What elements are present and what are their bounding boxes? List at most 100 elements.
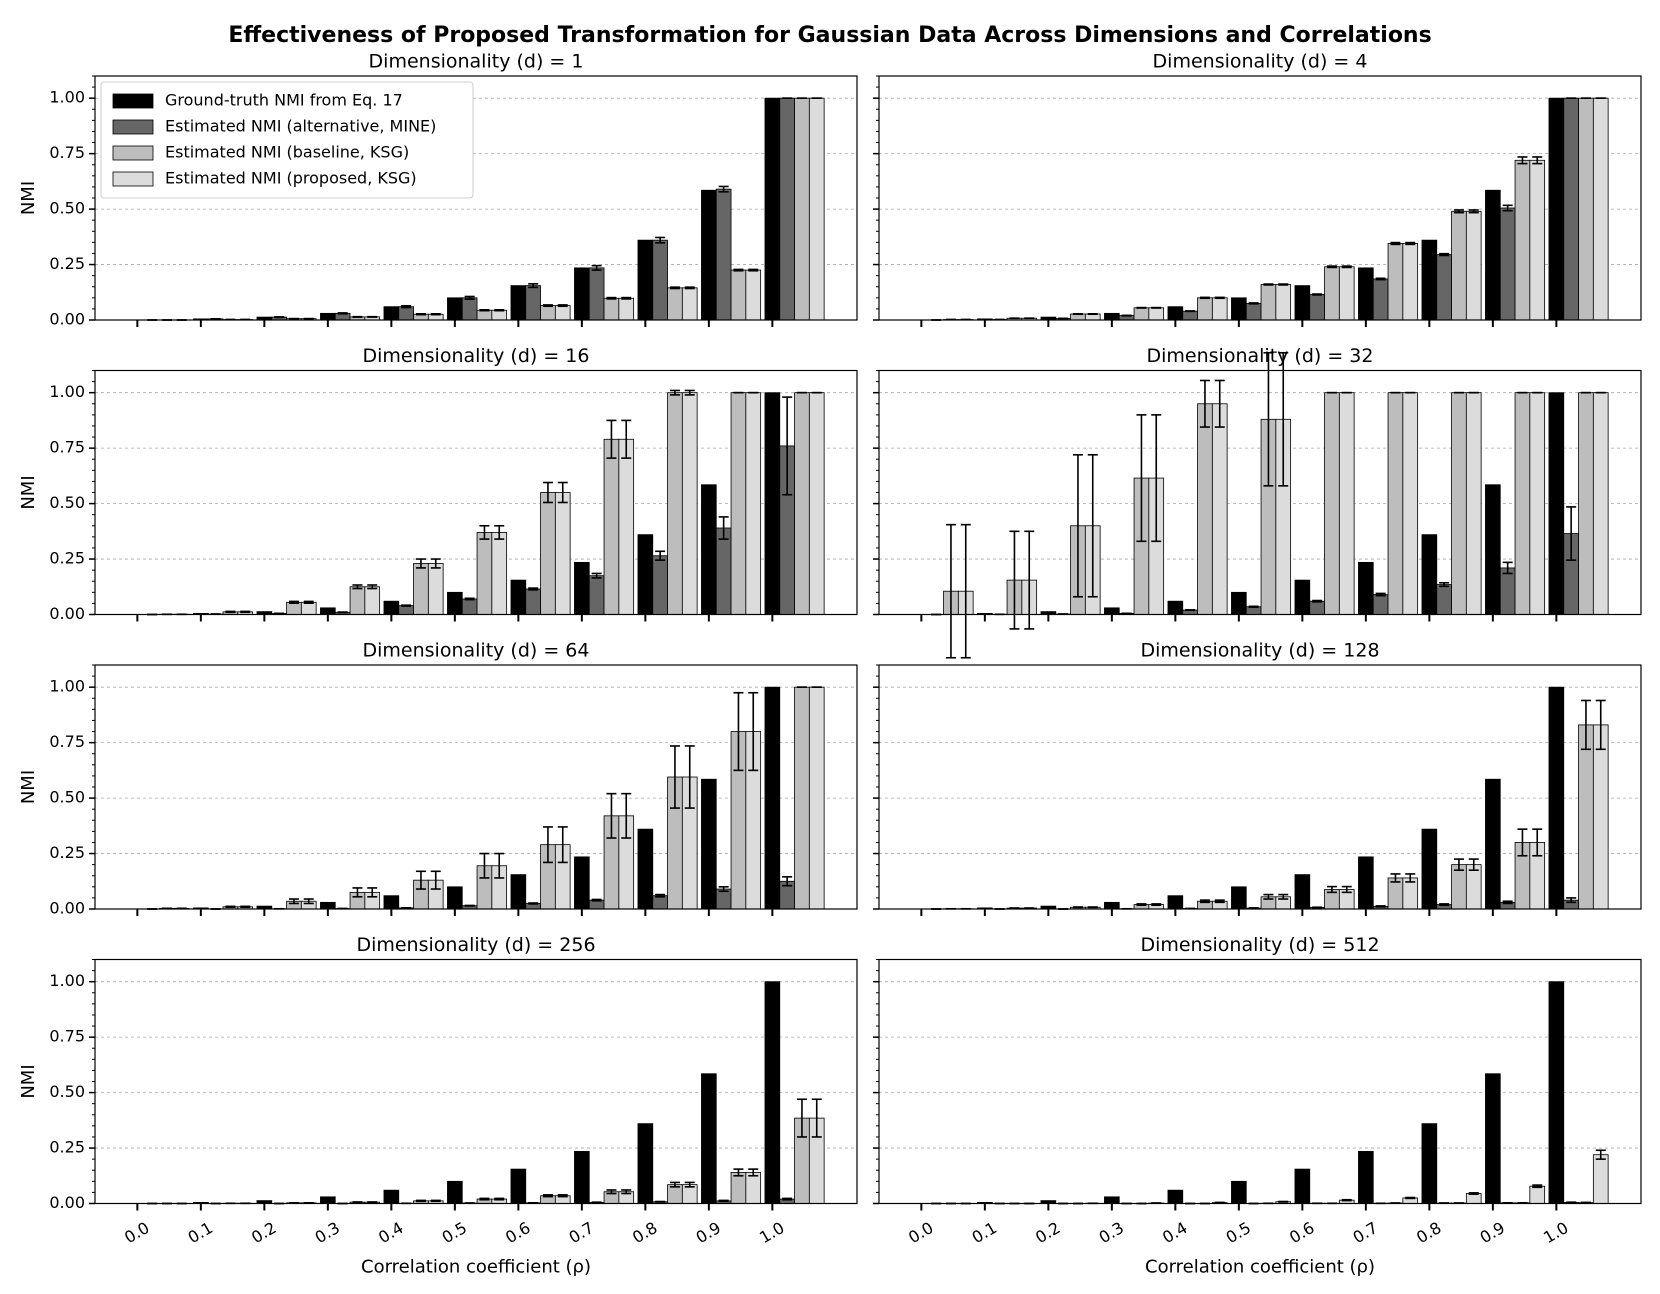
bar <box>808 686 825 910</box>
error-bar <box>542 481 553 504</box>
bar <box>637 1123 654 1204</box>
panel-title: Dimensionality (d) = 32 <box>1147 345 1374 367</box>
error-bar <box>684 389 695 396</box>
error-bar <box>1087 453 1098 598</box>
y-tick-label: 0.75 <box>49 143 85 162</box>
error-bar <box>1468 209 1479 214</box>
bar <box>1372 594 1389 615</box>
error-bar <box>684 1181 695 1188</box>
bar <box>1260 284 1277 321</box>
error-bar <box>1405 873 1416 883</box>
bar <box>603 438 620 615</box>
y-tick-label: 0.75 <box>49 732 85 751</box>
error-bar <box>591 898 602 902</box>
error-bar <box>782 1197 793 1201</box>
bar <box>349 586 366 615</box>
error-bar <box>479 1197 490 1201</box>
bar <box>618 297 635 321</box>
error-bar <box>1502 900 1513 905</box>
error-bar <box>1199 296 1210 300</box>
error-bar <box>621 419 632 459</box>
error-bar <box>240 905 251 909</box>
panel-title: Dimensionality (d) = 16 <box>363 345 590 367</box>
y-tick-label: 0.00 <box>49 1193 85 1212</box>
bar <box>1485 484 1501 615</box>
bar <box>1485 778 1501 910</box>
bar <box>1451 392 1467 615</box>
y-tick-label: 0.50 <box>49 199 85 218</box>
legend-label: Estimated NMI (proposed, KSG) <box>165 169 417 188</box>
panel-title: Dimensionality (d) = 128 <box>1140 640 1379 662</box>
bar <box>1324 266 1340 321</box>
bar <box>320 901 336 910</box>
error-bar <box>1580 699 1591 751</box>
error-bar <box>288 898 299 905</box>
bar <box>1148 307 1165 321</box>
bar <box>1529 159 1546 321</box>
y-tick-label: 0.00 <box>49 310 85 329</box>
bar <box>1499 567 1516 615</box>
error-bar <box>606 419 617 459</box>
bar <box>1197 403 1213 615</box>
plot-frame <box>94 664 858 910</box>
bar <box>1465 864 1482 910</box>
error-bar <box>1009 530 1020 630</box>
bar <box>1294 579 1311 615</box>
bar <box>1338 266 1355 321</box>
error-bar <box>655 893 666 898</box>
legend-label: Ground-truth NMI from Eq. 17 <box>165 91 403 110</box>
error-bar <box>1214 899 1225 904</box>
plot-frame <box>94 958 858 1205</box>
error-bar <box>430 312 441 316</box>
error-bar <box>1375 277 1386 281</box>
error-bar <box>1214 379 1225 428</box>
error-bar <box>782 876 793 887</box>
bar <box>383 306 400 321</box>
error-bar <box>303 600 314 604</box>
bar <box>681 392 698 615</box>
error-bar <box>684 286 695 290</box>
error-bar <box>655 550 666 561</box>
error-bar <box>1468 858 1479 871</box>
legend-box <box>100 81 474 199</box>
error-bar <box>1375 905 1386 908</box>
bar <box>1104 901 1120 910</box>
bar <box>427 563 444 615</box>
y-axis-label: NMI <box>18 770 39 804</box>
bar <box>794 392 810 615</box>
error-bar <box>606 792 617 839</box>
bar <box>1499 207 1516 321</box>
bar <box>1402 392 1419 615</box>
error-bar <box>528 902 539 905</box>
bar <box>1485 1073 1501 1204</box>
bar <box>730 392 747 615</box>
bar <box>1514 392 1531 615</box>
bar <box>1372 278 1389 321</box>
bar <box>1358 561 1374 615</box>
error-bar <box>479 852 490 879</box>
bar <box>667 287 683 321</box>
error-bar <box>811 1098 822 1138</box>
error-bar <box>669 1181 680 1188</box>
bar <box>730 1172 747 1204</box>
bar <box>491 309 508 321</box>
error-bar <box>1532 156 1543 165</box>
y-tick-label: 0.75 <box>49 438 85 457</box>
bar <box>701 484 717 615</box>
y-tick-label: 0.25 <box>49 843 85 862</box>
error-bar <box>1532 828 1543 857</box>
panel-title: Dimensionality (d) = 64 <box>363 640 590 662</box>
bar <box>1387 243 1404 321</box>
error-bar <box>1136 903 1147 907</box>
bar <box>1592 97 1609 321</box>
error-bar <box>1312 599 1323 603</box>
bar <box>447 886 463 910</box>
bar <box>637 239 654 321</box>
bar <box>447 1180 463 1204</box>
bar <box>808 97 825 321</box>
error-bar <box>337 312 348 315</box>
error-bar <box>1136 414 1147 543</box>
legend-swatch <box>112 171 154 187</box>
plot-frame <box>878 369 1642 616</box>
